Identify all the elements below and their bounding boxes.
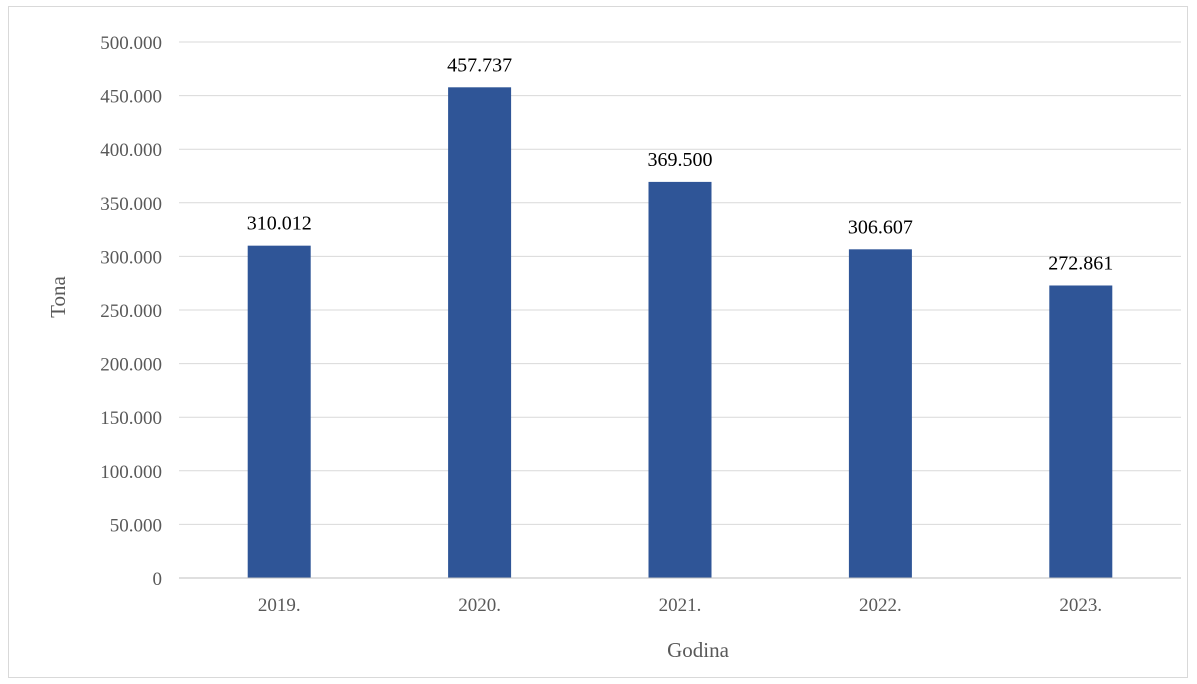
- y-tick-label: 350.000: [100, 194, 162, 215]
- bar: [648, 181, 712, 578]
- x-tick-label: 2022.: [859, 595, 902, 616]
- x-tick-label: 2019.: [258, 595, 301, 616]
- y-tick-labels: 0 50.000 100.000 150.000 200.000 250.000 300.0…: [100, 33, 162, 590]
- data-label: 310.012: [247, 213, 312, 235]
- y-axis-title: Tona: [46, 275, 70, 317]
- data-label: 272.861: [1048, 252, 1113, 274]
- data-label: 457.737: [447, 54, 512, 76]
- bar: [448, 87, 512, 578]
- y-tick-label: 250.000: [100, 301, 162, 322]
- bar: [247, 245, 311, 579]
- bar: [848, 249, 912, 578]
- bars: [247, 87, 1113, 579]
- data-labels: 310.012 457.737 369.500 306.607 272.861: [247, 54, 1114, 274]
- y-tick-label: 150.000: [100, 408, 162, 429]
- y-tick-label: 0: [153, 569, 163, 590]
- y-tick-label: 400.000: [100, 140, 162, 161]
- x-tick-label: 2020.: [458, 595, 501, 616]
- y-tick-label: 450.000: [100, 87, 162, 108]
- y-tick-label: 50.000: [110, 515, 162, 536]
- chart-frame: 0 50.000 100.000 150.000 200.000 250.000 300.0…: [8, 6, 1188, 678]
- data-label: 306.607: [848, 216, 913, 238]
- x-tick-label: 2021.: [659, 595, 702, 616]
- bar: [1049, 285, 1113, 578]
- y-tick-label: 500.000: [100, 33, 162, 54]
- data-label: 369.500: [648, 149, 713, 171]
- y-tick-label: 100.000: [100, 462, 162, 483]
- x-tick-label: 2023.: [1059, 595, 1102, 616]
- x-axis-title: Godina: [667, 638, 730, 662]
- bar-chart: 0 50.000 100.000 150.000 200.000 250.000 300.0…: [46, 33, 1181, 662]
- x-tick-labels: 2019. 2020. 2021. 2022. 2023.: [258, 595, 1102, 616]
- y-tick-label: 300.000: [100, 247, 162, 268]
- y-tick-label: 200.000: [100, 355, 162, 376]
